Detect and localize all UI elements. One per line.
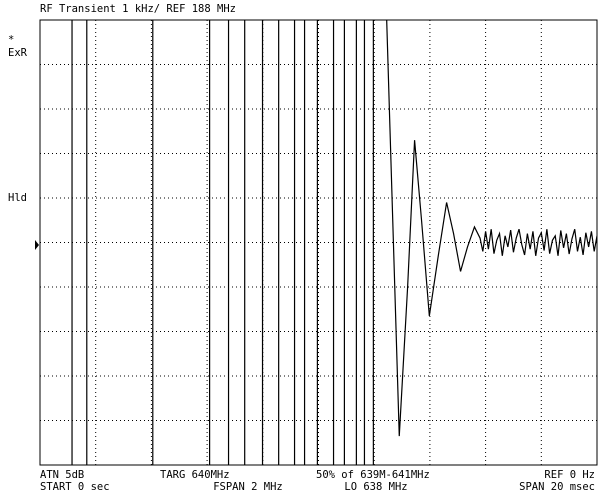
trace [71, 20, 597, 465]
footer-text: 50% of 639M-641MHz [316, 469, 430, 481]
plot-frame [39, 19, 598, 466]
side-label: * [8, 34, 14, 46]
footer-text: FSPAN 2 MHz [213, 481, 283, 493]
footer-text: ATN 5dB [40, 469, 84, 481]
ref-marker [35, 240, 39, 250]
title: RF Transient 1 kHz/ REF 188 MHz [40, 3, 236, 15]
footer-text: REF 0 Hz [544, 469, 595, 481]
footer-text: SPAN 20 msec [519, 481, 595, 493]
side-label: Hld [8, 192, 27, 204]
footer-text: TARG 640MHz [160, 469, 230, 481]
footer-text: LO 638 MHz [344, 481, 407, 493]
plot [39, 19, 598, 466]
side-label: ExR [8, 47, 28, 59]
footer-text: START 0 sec [40, 481, 110, 493]
